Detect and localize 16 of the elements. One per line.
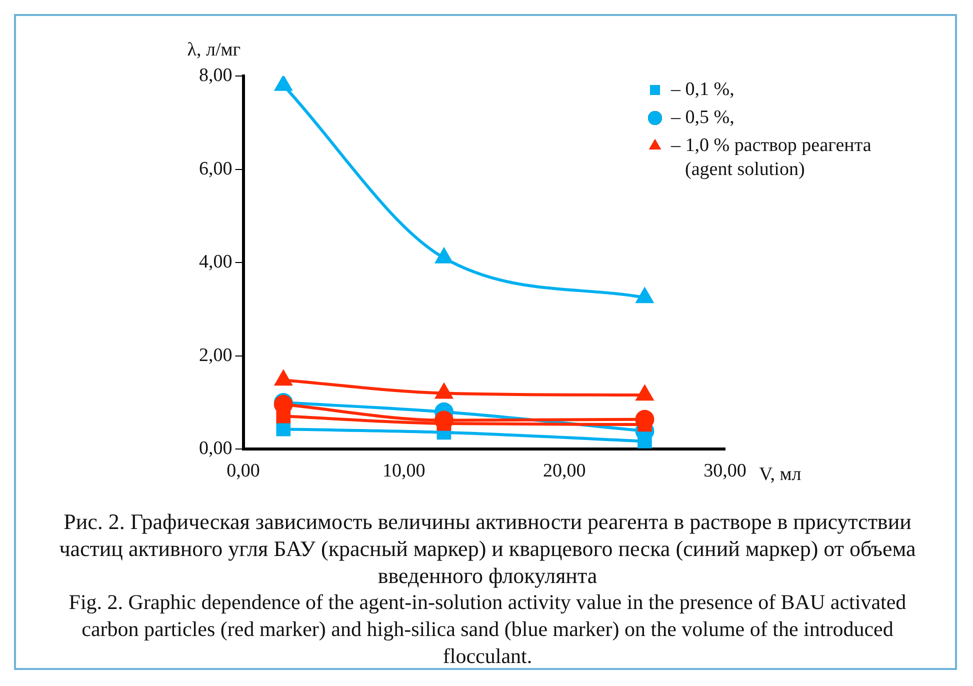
y-tick-label: 2,00 [199,344,232,366]
x-tick-label: 0,00 [226,460,260,482]
legend-label: – 0,1 %, [670,78,734,100]
y-tick-label: 0,00 [199,438,232,460]
text: Рис. 2. Графическая зависимость величины активности реагента в растворе в присутствии частиц активного угля БАУ (красный маркер) и кварцевого песка (синий маркер) от объема введенного флокулянта [58,508,917,589]
x-tick-label: 30,00 [704,460,746,482]
y-tick-label: 4,00 [199,252,232,273]
caption: Fig. 2. Graphic dependence of the agent-in-solution activity value in the presence of BAU activated carbon particles (red marker) and high-silica sand (blue marker) on the volume of the introduced flocculant. [68,589,908,670]
y-tick-label: 8,00 [199,64,232,86]
y-axis-title: λ, л/мг [187,39,241,60]
x-tick-label: 20,00 [543,460,586,482]
y-tick-label: 6,00 [199,158,232,180]
x-axis-title: V, мл [759,464,802,486]
x-tick-label: 10,00 [382,460,426,482]
legend-label: – 0,5 %, [670,106,734,128]
legend-label: – 1,0 % раствор реагента (agent solution) [670,134,872,180]
